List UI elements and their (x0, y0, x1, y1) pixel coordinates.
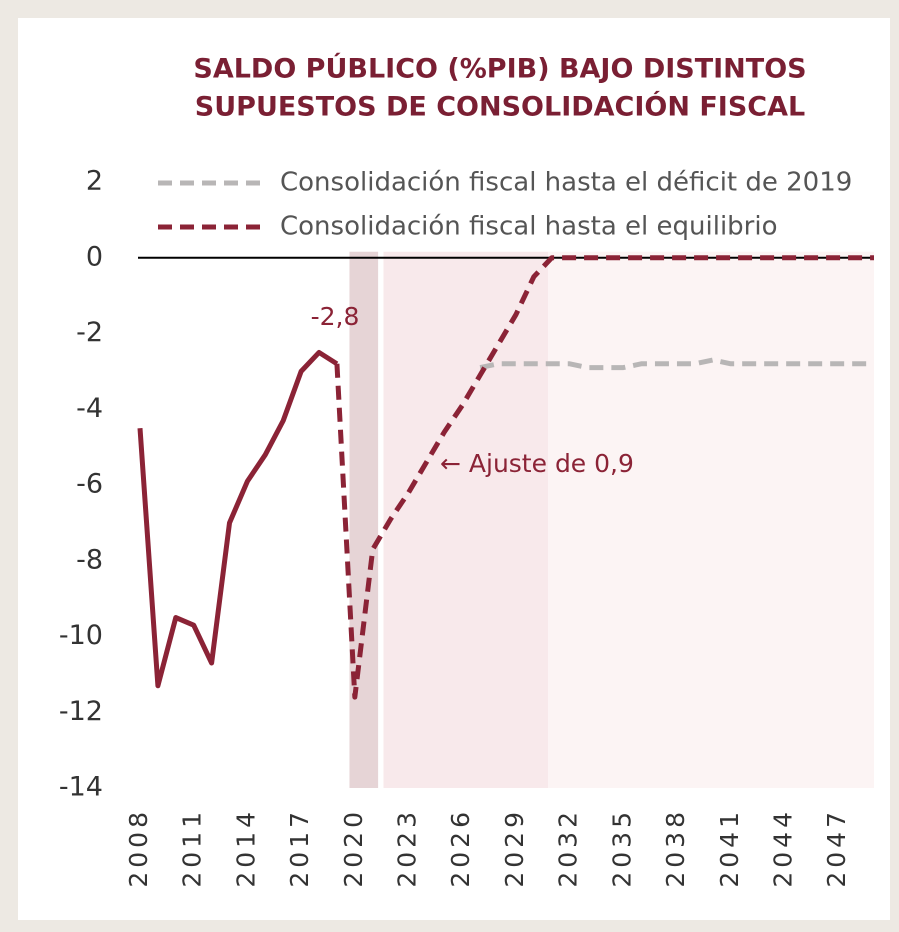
y-tick-label: 0 (86, 241, 103, 272)
x-tick-label: 2026 (446, 808, 475, 888)
x-tick-label: 2023 (393, 808, 422, 888)
series-line (334, 255, 874, 700)
shaded-band (383, 251, 549, 788)
x-tick-label: 2029 (500, 808, 529, 888)
x-tick-label: 2044 (768, 808, 797, 888)
legend-label: Consolidación fiscal hasta el déficit de… (280, 168, 852, 198)
x-tick-label: 2008 (124, 808, 153, 888)
y-tick-label: -14 (59, 772, 103, 803)
y-tick-label: -8 (76, 544, 103, 575)
x-tick-label: 2020 (339, 808, 368, 888)
shaded-band (548, 251, 874, 788)
series-line (137, 349, 339, 689)
annotation: -2,8 (311, 302, 360, 331)
y-tick-label: -2 (76, 317, 103, 348)
chart-title: SALDO PÚBLICO (%PIB) BAJO DISTINTOS (193, 53, 806, 85)
x-tick-label: 2047 (822, 808, 851, 888)
shaded-band (349, 251, 379, 788)
series-line (479, 357, 874, 371)
x-tick-label: 2017 (285, 808, 314, 888)
y-tick-label: -10 (59, 620, 103, 651)
y-tick-label: -12 (59, 696, 103, 727)
chart-title: SUPUESTOS DE CONSOLIDACIÓN FISCAL (195, 91, 805, 123)
y-tick-label: -6 (76, 469, 103, 500)
y-tick-label: 2 (86, 166, 103, 197)
x-tick-label: 2038 (661, 808, 690, 888)
x-tick-label: 2011 (178, 808, 207, 888)
y-tick-label: -4 (76, 393, 103, 424)
legend-label: Consolidación fiscal hasta el equilibrio (280, 212, 778, 242)
x-tick-label: 2032 (554, 808, 583, 888)
annotation: ← Ajuste de 0,9 (440, 449, 634, 478)
x-tick-label: 2014 (231, 808, 260, 888)
x-tick-label: 2041 (715, 808, 744, 888)
x-tick-label: 2035 (607, 808, 636, 888)
